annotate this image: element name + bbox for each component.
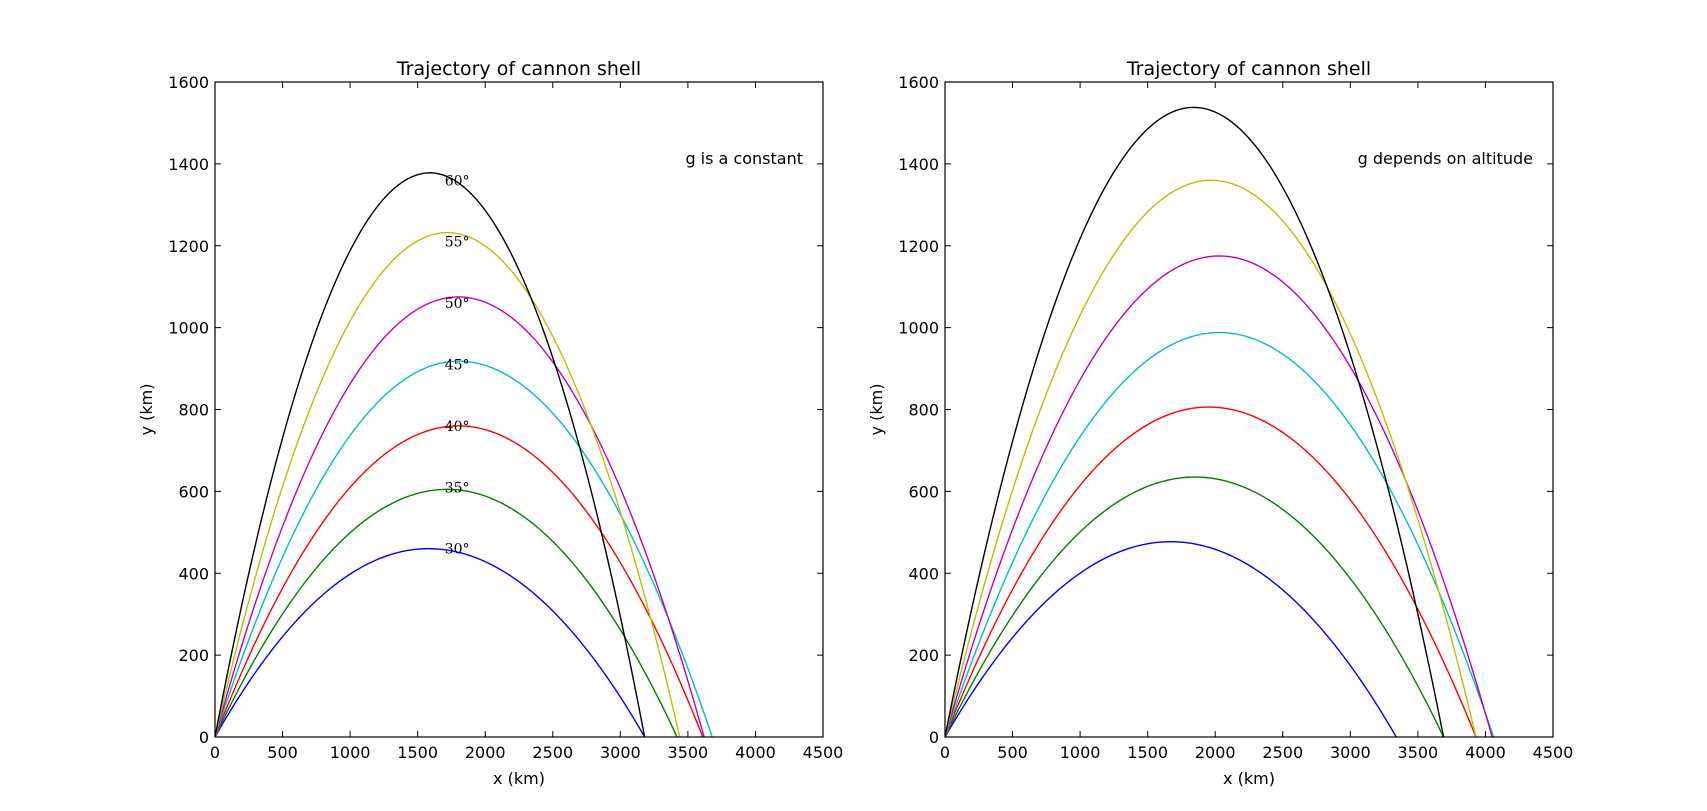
left-x-tick-label: 4000 [735, 743, 776, 762]
left-x-tick-label: 2000 [465, 743, 506, 762]
right-series-line-4 [945, 255, 1493, 737]
left-x-tick-label: 1000 [330, 743, 371, 762]
right-y-tick-label: 800 [908, 401, 939, 420]
left-x-tick-label: 1500 [397, 743, 438, 762]
left-plot-area: 0 500 1000 1500 2000 2500 3000 3500 4000 4500 0 200… [168, 73, 843, 762]
left-x-tick-label: 4500 [803, 743, 844, 762]
right-series-line-6 [945, 106, 1445, 737]
left-y-tick-label: 0 [199, 728, 209, 747]
left-angle-label: 60° [445, 173, 470, 189]
right-x-tick-label: 0 [940, 743, 950, 762]
left-x-tick-label: 2500 [532, 743, 573, 762]
right-x-tick-label: 500 [997, 743, 1028, 762]
left-angle-label: 30° [445, 542, 470, 558]
left-chart-panel: Trajectory of cannon shell x (km) y (km)… [137, 58, 843, 788]
right-x-tick-label: 4500 [1533, 743, 1574, 762]
left-angle-label: 55° [445, 235, 470, 251]
left-series-line-3 [215, 360, 713, 737]
left-x-tick-label: 500 [267, 743, 298, 762]
left-x-tick-label: 3500 [668, 743, 709, 762]
right-y-tick-label: 600 [908, 482, 939, 501]
right-x-tick-label: 1000 [1060, 743, 1101, 762]
left-y-tick-label: 400 [178, 564, 209, 583]
left-y-tick-label: 600 [178, 482, 209, 501]
right-series-line-3 [945, 331, 1495, 737]
left-angle-label: 50° [445, 296, 470, 312]
left-y-tick-label: 1400 [168, 155, 209, 174]
left-y-tick-label: 1000 [168, 319, 209, 338]
left-series-line-5 [215, 231, 681, 737]
right-y-tick-label: 1000 [898, 319, 939, 338]
right-x-axis-label: x (km) [1223, 769, 1275, 788]
right-chart-panel: Trajectory of cannon shell x (km) y (km)… [867, 58, 1573, 788]
left-y-tick-label: 1600 [168, 73, 209, 92]
left-y-tick-label: 1200 [168, 237, 209, 256]
left-x-tick-label: 3000 [600, 743, 641, 762]
left-angle-label: 35° [445, 480, 470, 496]
left-series-line-0 [215, 547, 646, 737]
left-series-line-2 [215, 425, 704, 737]
right-x-tick-label: 2000 [1195, 743, 1236, 762]
right-y-tick-label: 400 [908, 564, 939, 583]
right-series-line-2 [945, 406, 1477, 737]
left-x-axis-label: x (km) [493, 769, 545, 788]
right-y-tick-label: 1600 [898, 73, 939, 92]
right-series-line-5 [945, 179, 1477, 737]
right-y-tick-label: 200 [908, 646, 939, 665]
right-x-tick-label: 2500 [1262, 743, 1303, 762]
right-series-line-0 [945, 541, 1397, 737]
right-x-tick-label: 3500 [1398, 743, 1439, 762]
left-annotation: g is a constant [685, 149, 803, 168]
left-y-tick-label: 200 [178, 646, 209, 665]
left-y-axis-label: y (km) [137, 384, 156, 436]
right-x-tick-label: 4000 [1465, 743, 1506, 762]
right-y-tick-label: 0 [929, 728, 939, 747]
right-x-tick-label: 1500 [1127, 743, 1168, 762]
left-series-line-6 [215, 172, 646, 737]
left-series-line-4 [215, 296, 705, 737]
left-series-line-1 [215, 488, 678, 737]
right-annotation: g depends on altitude [1358, 149, 1533, 168]
right-x-tick-label: 3000 [1330, 743, 1371, 762]
right-y-tick-label: 1200 [898, 237, 939, 256]
right-series-line-1 [945, 476, 1445, 737]
right-chart-title: Trajectory of cannon shell [1126, 58, 1371, 80]
left-angle-label: 45° [445, 357, 470, 373]
right-y-tick-label: 1400 [898, 155, 939, 174]
right-y-axis-label: y (km) [867, 384, 886, 436]
left-chart-title: Trajectory of cannon shell [396, 58, 641, 80]
left-x-tick-label: 0 [210, 743, 220, 762]
left-y-tick-label: 800 [178, 401, 209, 420]
right-plot-area: 0 500 1000 1500 2000 2500 3000 3500 4000 4500 0 200… [898, 73, 1573, 762]
left-angle-label: 40° [445, 419, 470, 435]
